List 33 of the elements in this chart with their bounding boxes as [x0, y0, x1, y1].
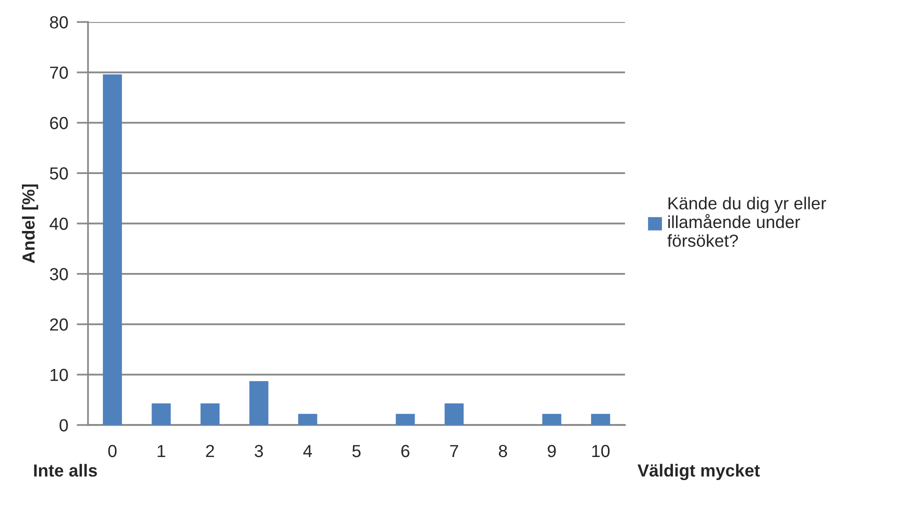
x-tick-label: 8 [498, 444, 508, 458]
y-tick-label: 0 [60, 419, 68, 432]
y-tick-label: 10 [50, 368, 68, 382]
x-tick-label: 4 [303, 445, 312, 458]
x-tick-label: 1 [158, 445, 166, 458]
y-tick-label: 50 [50, 167, 68, 180]
bar [444, 403, 464, 425]
x-tick-label: 10 [592, 444, 610, 458]
y-tick-label: 70 [50, 66, 68, 79]
bar [542, 414, 562, 425]
bar [200, 403, 220, 425]
x-tick-label: 6 [401, 444, 410, 458]
x-tick-label: 7 [450, 445, 458, 458]
bar [152, 403, 171, 425]
x-tick-label: 3 [254, 444, 263, 458]
x-tick-label: 0 [108, 444, 117, 458]
y-tick-label: 30 [50, 268, 68, 280]
y-tick-label: 20 [50, 318, 68, 331]
y-tick-label: 80 [50, 16, 68, 28]
y-axis-title: Andel [%] [22, 184, 38, 264]
x-tick-label: 2 [206, 444, 214, 458]
y-tick-label: 60 [50, 116, 68, 130]
bar [591, 414, 610, 425]
bar [298, 414, 318, 425]
text: Väldigt mycket [638, 464, 760, 480]
bar [102, 74, 122, 425]
x-tick-label: 9 [548, 444, 556, 458]
text: Inte alls [34, 464, 97, 477]
bar [249, 381, 268, 425]
x-tick-label: 5 [352, 445, 361, 458]
bar [396, 414, 415, 425]
legend-label: Kände du dig yr eller illamående under försöket? [667, 196, 826, 247]
y-tick-label: 40 [50, 218, 68, 230]
